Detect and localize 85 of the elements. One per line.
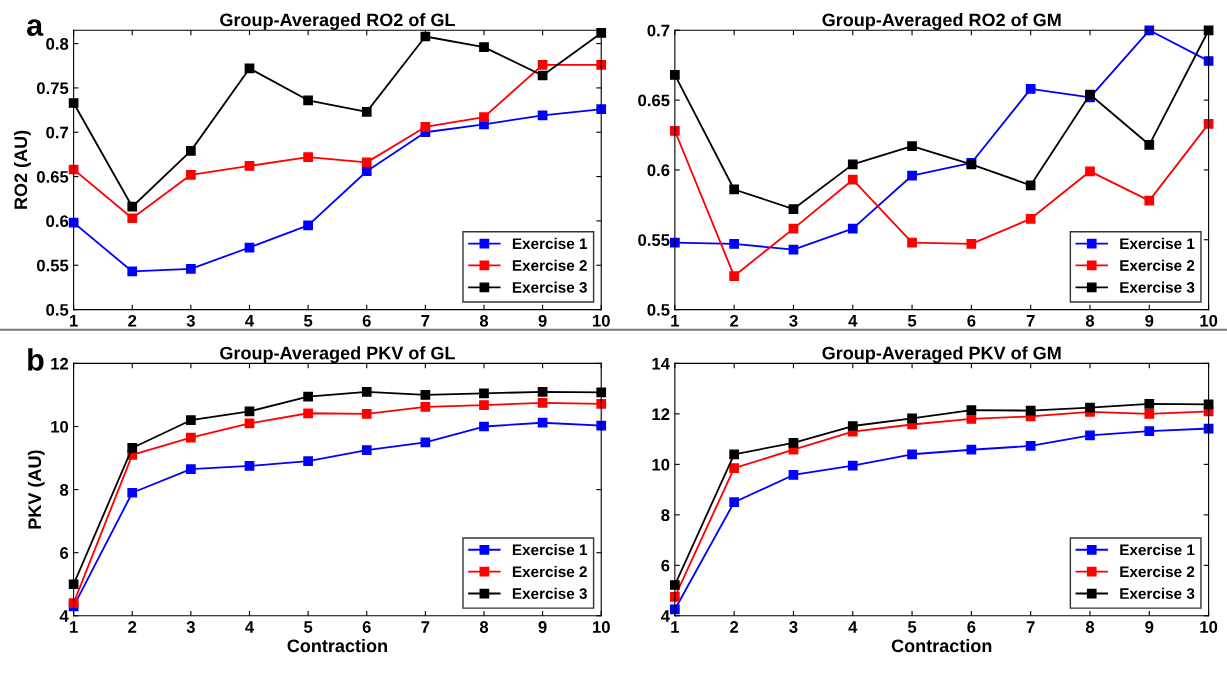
x-tick-label: 2: [730, 621, 739, 633]
x-tick-label: 6: [967, 314, 976, 327]
y-tick-label: 0.5: [647, 303, 670, 316]
x-tick-label: 9: [1145, 314, 1154, 327]
x-tick-label: 9: [538, 621, 547, 633]
y-axis-title: PKV (AU): [27, 450, 45, 529]
legend-label: Exercise 1: [512, 237, 588, 250]
y-tick-label: 10: [652, 458, 670, 471]
x-tick-label: 1: [671, 315, 680, 327]
x-tick-label: 10: [593, 314, 610, 327]
y-tick-label: 0.7: [647, 24, 670, 37]
x-tick-label: 1: [70, 315, 78, 327]
y-tick-label: 8: [60, 484, 69, 496]
chart-title: Group-Averaged RO2 of GM: [822, 13, 1061, 30]
x-tick-label: 3: [789, 621, 798, 633]
x-tick-label: 10: [1200, 621, 1218, 633]
y-tick-label: 0.65: [638, 94, 670, 107]
x-tick-label: 6: [967, 621, 976, 633]
y-tick-label: 0.6: [647, 164, 670, 177]
y-tick-label: 0.65: [36, 170, 69, 183]
y-axis-title: RO2 (AU): [13, 130, 31, 209]
legend-label: Exercise 1: [1120, 544, 1195, 556]
y-tick-label: 8: [661, 509, 670, 522]
x-tick-label: 9: [538, 314, 547, 327]
x-tick-label: 10: [1200, 314, 1218, 327]
x-tick-label: 8: [479, 314, 489, 327]
y-tick-label: 0.75: [36, 82, 69, 95]
x-tick-label: 4: [848, 315, 858, 327]
y-tick-label: 0.8: [46, 37, 69, 50]
legend-label: Exercise 1: [512, 544, 588, 556]
legend-label: Exercise 3: [1120, 281, 1195, 293]
text: a: [27, 19, 44, 36]
chart-title: Group-Averaged RO2 of GL: [220, 13, 455, 30]
x-tick-label: 6: [362, 621, 371, 633]
x-tick-label: 5: [907, 315, 917, 327]
text: b: [28, 348, 44, 371]
chart-title: Group-Averaged PKV of GL: [220, 346, 455, 364]
y-tick-label: 6: [60, 547, 69, 559]
x-tick-label: 3: [186, 621, 195, 633]
legend-label: Exercise 2: [512, 259, 587, 271]
x-tick-label: 2: [128, 314, 137, 327]
x-tick-label: 4: [245, 621, 255, 633]
x-tick-label: 7: [1026, 621, 1035, 633]
x-tick-label: 10: [593, 621, 610, 633]
x-tick-label: 5: [303, 315, 313, 327]
y-tick-label: 12: [51, 357, 69, 370]
legend-label: Exercise 2: [512, 565, 587, 578]
chart-title: Group-Averaged PKV of GM: [822, 346, 1061, 364]
x-tick-label: 6: [362, 314, 371, 327]
legend-label: Exercise 3: [512, 587, 587, 600]
legend-label: Exercise 2: [1120, 565, 1195, 578]
x-tick-label: 8: [1085, 314, 1095, 327]
x-tick-label: 2: [730, 314, 739, 327]
y-tick-label: 4: [660, 610, 670, 622]
x-tick-label: 8: [479, 621, 489, 633]
y-tick-label: 10: [51, 420, 69, 433]
x-tick-label: 9: [1145, 621, 1154, 633]
x-tick-label: 5: [907, 621, 917, 633]
x-tick-label: 3: [186, 314, 195, 327]
y-tick-label: 0.6: [46, 215, 69, 228]
x-axis-title: Contraction: [891, 638, 992, 653]
x-tick-label: 7: [1026, 315, 1035, 327]
y-tick-label: 4: [59, 610, 69, 622]
x-tick-label: 7: [421, 621, 430, 633]
legend-label: Exercise 3: [512, 281, 587, 293]
x-tick-label: 1: [70, 621, 78, 633]
x-tick-label: 5: [303, 621, 313, 633]
x-tick-label: 4: [848, 621, 858, 633]
x-tick-label: 3: [789, 314, 798, 327]
x-tick-label: 2: [128, 621, 137, 633]
x-axis-title: Contraction: [287, 638, 387, 653]
y-tick-label: 0.7: [46, 126, 69, 139]
x-tick-label: 8: [1085, 621, 1095, 633]
legend-label: Exercise 3: [1120, 587, 1195, 600]
x-tick-label: 4: [245, 315, 255, 327]
x-tick-label: 7: [421, 315, 430, 327]
x-tick-label: 1: [671, 621, 680, 633]
y-tick-label: 0.55: [638, 234, 670, 246]
y-tick-label: 14: [652, 357, 670, 370]
y-tick-label: 6: [661, 559, 670, 572]
y-tick-label: 12: [652, 408, 670, 420]
legend-label: Exercise 1: [1120, 237, 1195, 250]
y-tick-label: 0.55: [36, 259, 69, 272]
legend-label: Exercise 2: [1120, 259, 1195, 271]
y-tick-label: 0.5: [46, 303, 69, 316]
